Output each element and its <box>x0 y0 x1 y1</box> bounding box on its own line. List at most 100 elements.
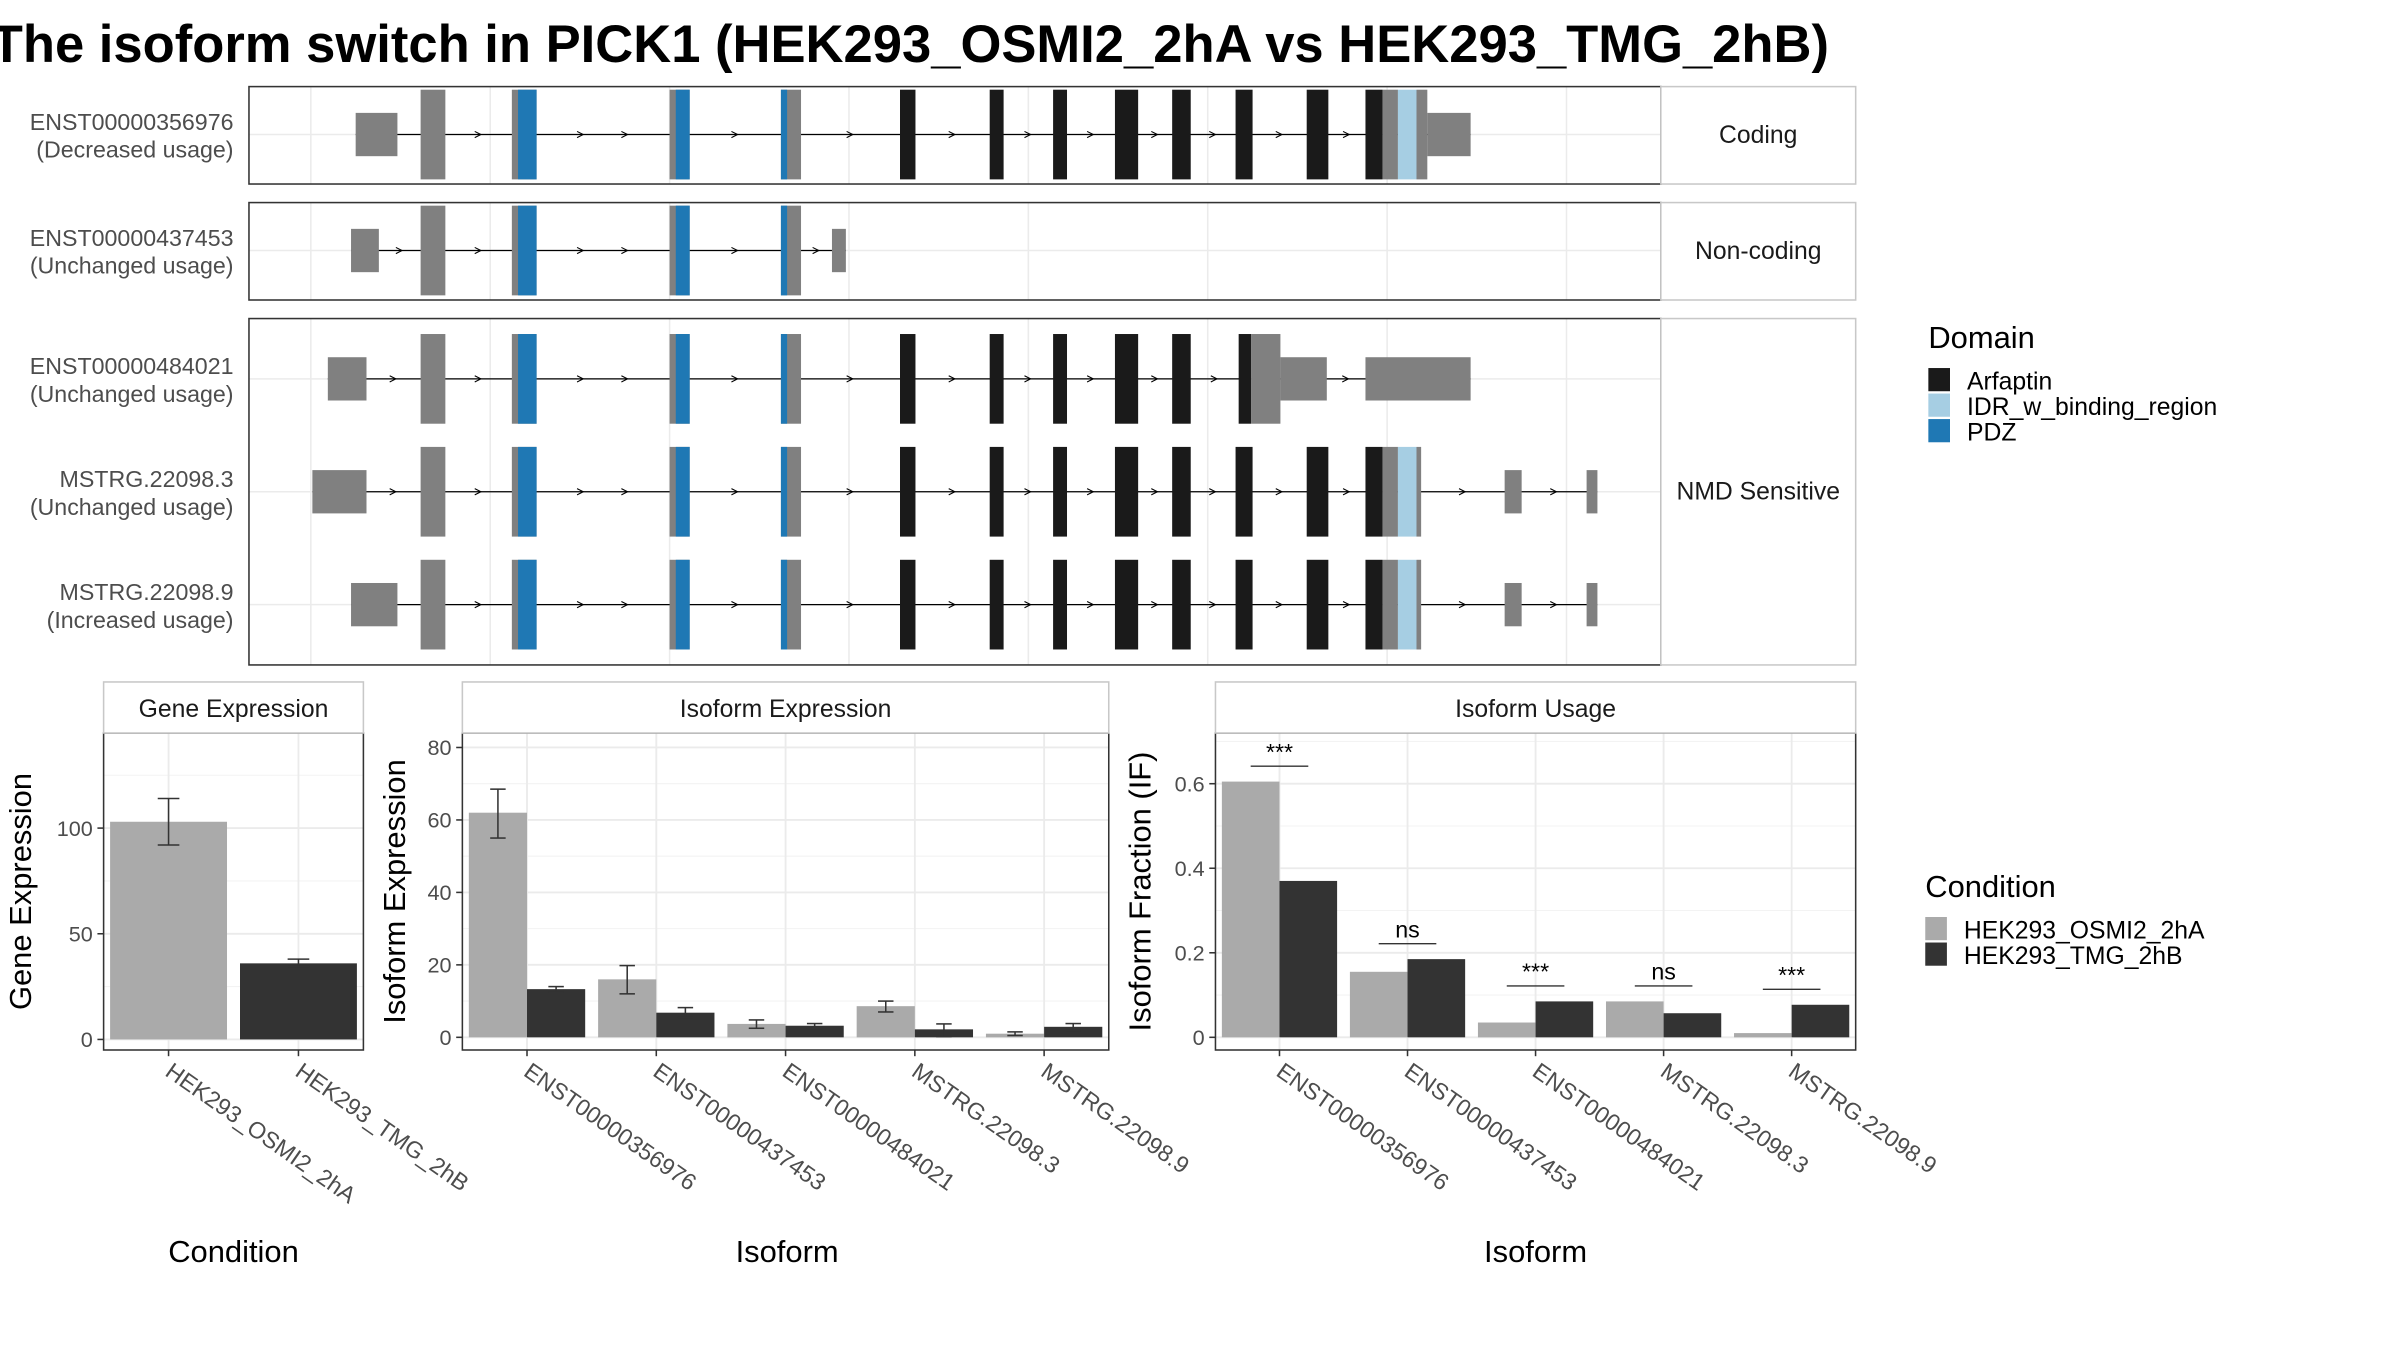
intron-direction-arrow <box>948 130 957 139</box>
intron-direction-arrow <box>474 375 483 383</box>
arfaptin-domain-exon <box>900 559 916 650</box>
legend-label: HEK293_TMG_2hB <box>1964 943 2183 970</box>
exon <box>351 582 398 627</box>
legend-swatch <box>1925 917 1947 941</box>
y-tick-label: 100 <box>57 816 93 841</box>
exon <box>1365 357 1471 401</box>
arfaptin-domain-exon <box>1114 89 1139 180</box>
pdz-domain-exon <box>780 205 788 296</box>
chart-title: Isoform Usage <box>1455 696 1616 723</box>
significance-label: *** <box>1266 739 1293 765</box>
legend-swatch <box>1928 393 1950 417</box>
intron-direction-arrow <box>948 375 957 383</box>
intron-direction-arrow <box>389 488 398 496</box>
intron-direction-arrow <box>1024 375 1032 383</box>
isoform-usage-label: (Unchanged usage) <box>30 253 234 279</box>
exon <box>351 228 379 273</box>
structure-panel: ENST00000356976(Decreased usage) Coding <box>30 85 1857 185</box>
pdz-domain-exon <box>518 205 537 296</box>
exon <box>1251 334 1281 424</box>
exon <box>1416 559 1422 650</box>
intron-direction-arrow <box>1024 130 1032 139</box>
legend-label: HEK293_OSMI2_2hA <box>1964 918 2205 945</box>
pdz-domain-exon <box>518 559 537 650</box>
bar <box>1734 1033 1792 1038</box>
intron-direction-arrow <box>389 375 398 383</box>
arfaptin-domain-exon <box>1365 446 1383 537</box>
pdz-domain-exon <box>780 334 788 424</box>
pdz-domain-exon <box>780 89 788 180</box>
pdz-domain-exon <box>675 89 690 180</box>
bar-charts: 050100HEK293_OSMI2_2hAHEK293_TMG_2hBGene… <box>3 681 1942 1269</box>
legend-label: PDZ <box>1967 420 2016 447</box>
intron-direction-arrow <box>1275 488 1284 496</box>
arfaptin-domain-exon <box>1365 89 1383 180</box>
y-tick-label: 80 <box>427 735 451 760</box>
intron-direction-arrow <box>621 130 629 139</box>
exon <box>1416 446 1422 537</box>
bar <box>110 821 228 1040</box>
facet-strip <box>1660 201 1857 301</box>
y-tick-label: 0 <box>81 1027 93 1052</box>
intron-direction-arrow <box>731 375 739 383</box>
intron-direction-arrow <box>1086 601 1095 609</box>
bar <box>1605 1001 1664 1038</box>
isoform-structure-plot: ENST00000356976(Decreased usage)Coding EN… <box>30 85 1857 666</box>
intron-direction-arrow <box>1275 601 1284 609</box>
structure-panel: ENST00000484021(Unchanged usage)MSTRG.22… <box>30 317 1857 666</box>
exon <box>420 205 446 296</box>
bar <box>1221 781 1280 1038</box>
chart-title: Isoform Expression <box>680 696 892 723</box>
significance-label: ns <box>1395 916 1420 942</box>
isoform-id-label: ENST00000437453 <box>30 225 234 251</box>
arfaptin-domain-exon <box>1235 559 1253 650</box>
legend-label: IDR_w_binding_region <box>1967 394 2217 421</box>
isoform-row: MSTRG.22098.3(Unchanged usage) <box>30 446 1598 537</box>
intron-direction-arrow <box>1210 375 1219 383</box>
intron-direction-arrow <box>474 488 483 496</box>
bar <box>1477 1022 1536 1038</box>
significance-label: *** <box>1778 962 1805 988</box>
chart-2: 00.20.40.6***ENST00000356976nsENST000004… <box>1123 681 1942 1269</box>
arfaptin-domain-exon <box>1238 334 1252 424</box>
pdz-domain-exon <box>518 89 537 180</box>
facet-strip <box>1660 317 1857 666</box>
bar <box>1407 959 1466 1038</box>
exon <box>1586 470 1598 514</box>
exon <box>1416 89 1428 180</box>
intron-direction-arrow <box>1086 488 1095 496</box>
intron-direction-arrow <box>1458 601 1467 609</box>
intron-direction-arrow <box>621 375 629 383</box>
arfaptin-domain-exon <box>1114 334 1139 424</box>
intron-direction-arrow <box>1209 601 1217 609</box>
intron-direction-arrow <box>812 246 821 255</box>
facet-strip-label: Coding <box>1719 122 1797 149</box>
intron-direction-arrow <box>621 601 629 609</box>
pdz-domain-exon <box>675 446 690 537</box>
exon <box>1427 112 1471 157</box>
idr-domain-exon <box>1397 89 1417 180</box>
arfaptin-domain-exon <box>1306 446 1329 537</box>
y-tick-label: 0.4 <box>1175 856 1205 881</box>
intron-direction-arrow <box>948 601 957 609</box>
arfaptin-domain-exon <box>989 89 1004 180</box>
x-axis-title: Isoform <box>1484 1234 1587 1269</box>
legend-label: Arfaptin <box>1967 369 2052 396</box>
intron-direction-arrow <box>731 488 739 496</box>
arfaptin-domain-exon <box>900 334 916 424</box>
structure-panel: ENST00000437453(Unchanged usage) Non-codi… <box>30 201 1857 301</box>
exon <box>1504 470 1522 514</box>
chart-1: 020406080ENST00000356976ENST00000437453E… <box>377 681 1194 1269</box>
intron-direction-arrow <box>621 488 629 496</box>
bar <box>1349 971 1408 1038</box>
y-tick-label: 40 <box>427 880 451 905</box>
arfaptin-domain-exon <box>1172 559 1191 650</box>
bar <box>527 989 586 1038</box>
intron-direction-arrow <box>731 601 739 609</box>
intron-direction-arrow <box>846 488 855 496</box>
exon <box>420 446 446 537</box>
intron-direction-arrow <box>731 246 739 255</box>
intron-direction-arrow <box>1550 488 1558 496</box>
